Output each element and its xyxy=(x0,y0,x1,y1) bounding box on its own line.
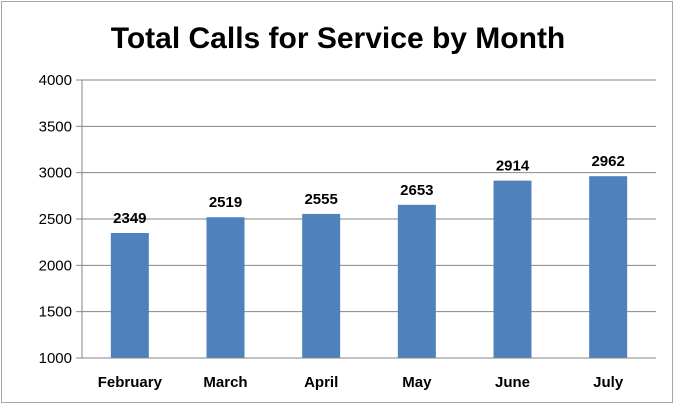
y-tick-label: 3000 xyxy=(39,165,72,182)
data-label: 2519 xyxy=(209,194,242,211)
bar-may xyxy=(397,204,436,358)
y-tick-label: 2500 xyxy=(39,211,72,228)
x-category-label: May xyxy=(402,374,432,391)
y-tick-label: 1000 xyxy=(39,350,72,367)
bar-june xyxy=(493,180,532,358)
x-category-label: April xyxy=(304,374,338,391)
y-tick-label: 3500 xyxy=(39,118,72,135)
y-tick-label: 4000 xyxy=(39,72,72,89)
data-label: 2653 xyxy=(400,182,433,199)
data-label: 2962 xyxy=(591,153,624,170)
data-label: 2555 xyxy=(304,191,337,208)
y-axis-tick-labels: 1000 1500 2000 2500 3000 3500 4000 xyxy=(39,72,72,367)
x-axis-category-labels: February March April May June July xyxy=(98,374,624,391)
gridlines xyxy=(76,79,656,359)
x-category-label: March xyxy=(203,374,247,391)
bar-july xyxy=(589,176,628,358)
bar-march xyxy=(206,217,245,358)
x-category-label: June xyxy=(495,374,530,391)
bars xyxy=(110,176,628,358)
axes xyxy=(81,80,656,359)
data-label: 2914 xyxy=(496,158,530,175)
bar-april xyxy=(302,213,341,358)
y-tick-label: 2000 xyxy=(39,257,72,274)
data-labels: 2349 2519 2555 2653 2914 2962 xyxy=(113,153,625,227)
chart-title: Total Calls for Service by Month xyxy=(111,22,566,55)
bar-february xyxy=(110,232,149,358)
x-category-label: July xyxy=(593,374,624,391)
y-tick-label: 1500 xyxy=(39,304,72,321)
data-label: 2349 xyxy=(113,210,146,227)
x-category-label: February xyxy=(98,374,163,391)
